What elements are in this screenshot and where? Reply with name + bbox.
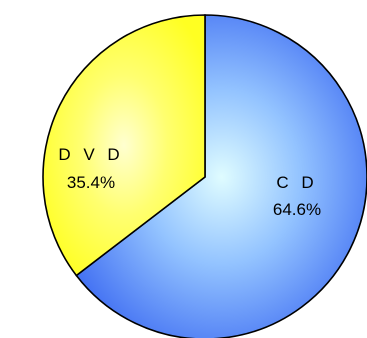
slice-value-cd: 64.6% xyxy=(273,200,321,219)
pie-slices xyxy=(42,14,367,338)
slice-label-dvd: D V D xyxy=(58,145,123,164)
slice-value-dvd: 35.4% xyxy=(67,173,115,192)
pie-labels: C D 64.6% D V D 35.4% xyxy=(58,145,321,219)
pie-slice-cd xyxy=(75,14,367,338)
pie-slice-dvd xyxy=(42,14,206,277)
slice-label-cd: C D xyxy=(276,173,317,192)
